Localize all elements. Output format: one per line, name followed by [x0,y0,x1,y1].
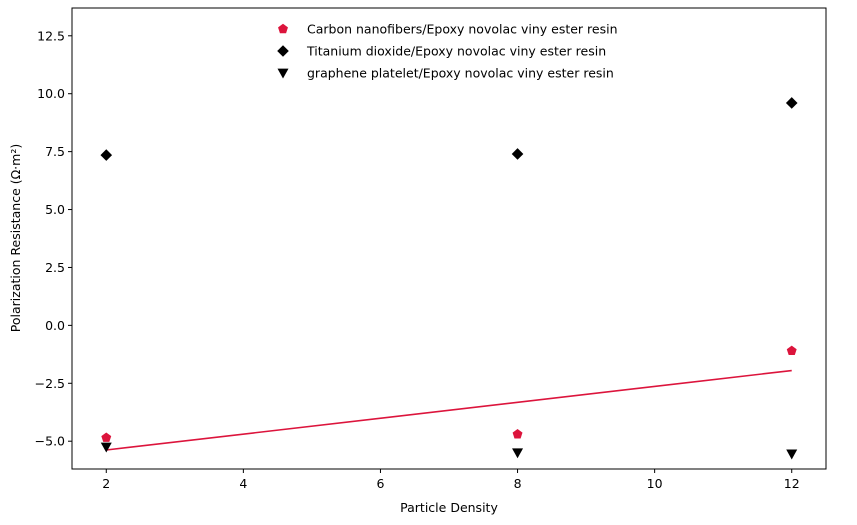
data-point-series-1 [786,345,797,356]
x-tick-label: 2 [102,476,110,491]
legend-marker-3 [277,68,289,79]
data-point-series-2 [785,97,798,109]
legend-marker-1 [278,23,288,34]
x-axis: 2 4 6 8 10 12 [102,469,800,491]
x-tick-label: 6 [376,476,384,491]
data-point-series-2 [511,148,524,160]
trendline [106,369,792,451]
plot-area [72,8,826,469]
x-tick-label: 4 [239,476,247,491]
y-tick-label: 10.0 [37,86,65,101]
x-tick-label: 8 [514,476,522,491]
data-point-series-2 [100,149,113,161]
legend-label-3: graphene platelet/Epoxy novolac viny est… [307,66,614,81]
x-tick-label: 12 [784,476,800,491]
y-axis: −5.0 −2.5 0.0 2.5 5.0 7.5 10.0 12.5 [35,28,72,449]
trendline-group [106,369,792,451]
y-tick-label: −2.5 [35,376,65,391]
data-points [100,97,798,460]
data-point-series-3 [786,449,798,460]
legend-marker-2 [277,45,289,57]
plot-frame [71,7,827,470]
data-point-series-3 [100,442,112,453]
data-point-series-1 [101,432,112,442]
data-point-series-1 [512,429,523,439]
legend-label-2: Titanium dioxide/Epoxy novolac viny este… [306,44,606,59]
y-tick-label: 5.0 [45,202,65,217]
legend-label-1: Carbon nanofibers/Epoxy novolac viny est… [307,22,618,37]
data-point-series-3 [512,448,524,459]
y-tick-label: 12.5 [37,28,65,43]
y-tick-label: 2.5 [45,260,65,275]
y-axis-label: Polarization Resistance (Ω·m²) [8,144,23,332]
y-tick-label: 0.0 [45,318,65,333]
y-tick-label: −5.0 [35,434,65,449]
x-axis-label: Particle Density [400,500,498,515]
legend: Carbon nanofibers/Epoxy novolac viny est… [277,22,618,81]
x-tick-label: 10 [647,476,663,491]
y-tick-label: 7.5 [45,144,65,159]
